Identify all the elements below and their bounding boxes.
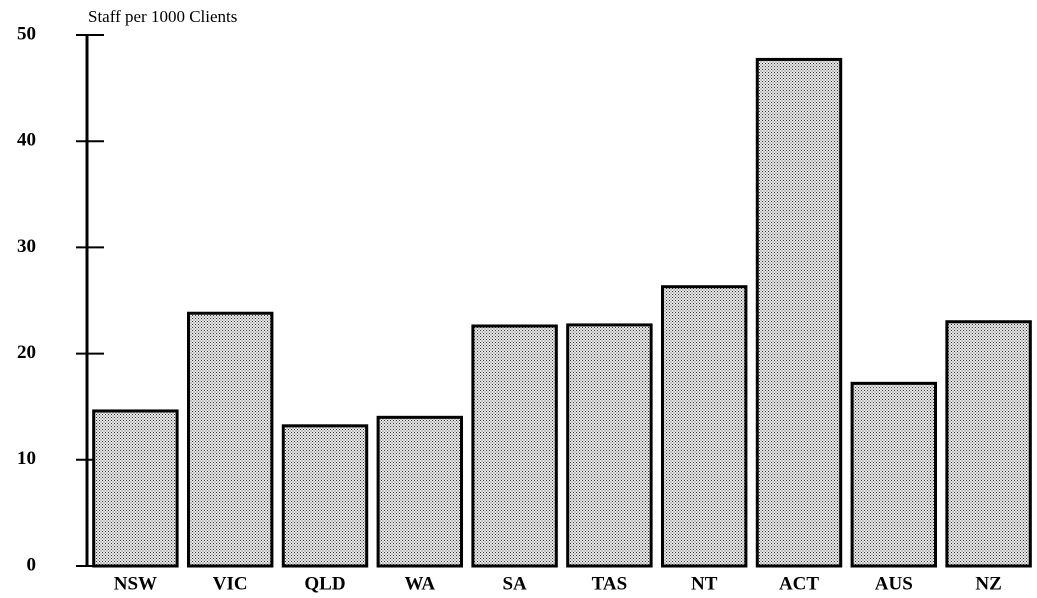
x-tick-label: ACT bbox=[779, 573, 819, 594]
bar bbox=[850, 381, 938, 568]
bar bbox=[660, 285, 748, 568]
y-tick-label: 50 bbox=[17, 23, 36, 44]
x-tick-label: NT bbox=[691, 573, 718, 594]
bar bbox=[376, 415, 464, 568]
x-tick-label: QLD bbox=[304, 573, 345, 594]
bar bbox=[186, 311, 274, 568]
x-tick-label: AUS bbox=[875, 573, 913, 594]
y-tick-label: 10 bbox=[17, 448, 36, 469]
y-tick-label: 40 bbox=[17, 130, 36, 151]
bar bbox=[566, 323, 653, 568]
bar bbox=[471, 324, 558, 568]
x-tick-label: WA bbox=[404, 573, 435, 594]
bar bbox=[945, 320, 1032, 568]
y-tick-label: 20 bbox=[17, 342, 36, 363]
x-tick-label: VIC bbox=[213, 573, 248, 594]
x-tick-label: TAS bbox=[592, 573, 628, 594]
bar bbox=[281, 424, 369, 568]
y-tick-label: 30 bbox=[17, 236, 36, 257]
y-tick-label: 0 bbox=[27, 554, 37, 575]
y-axis-label: Staff per 1000 Clients bbox=[88, 7, 237, 26]
bar bbox=[755, 57, 843, 568]
bar bbox=[92, 409, 179, 568]
x-tick-label: SA bbox=[502, 573, 527, 594]
x-tick-label: NZ bbox=[975, 573, 1001, 594]
x-tick-label: NSW bbox=[114, 573, 157, 594]
